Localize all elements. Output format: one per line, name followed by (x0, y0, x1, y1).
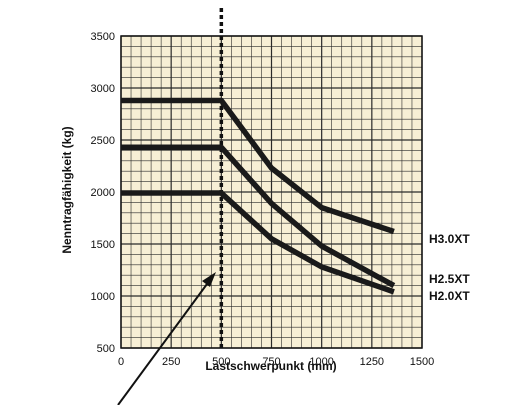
y-tick-label: 3500 (91, 31, 115, 43)
y-tick-label: 1000 (91, 291, 115, 303)
arrow-pointer (117, 283, 208, 405)
y-tick-label: 1500 (91, 239, 115, 251)
x-tick-label: 1000 (309, 356, 333, 368)
series-label-layer: H3.0XT H2.5XT H2.0XT (429, 232, 470, 303)
series-layer (121, 97, 396, 295)
x-axis-title: Lastschwerpunkt (mm) (205, 359, 336, 373)
series-line-h2-0xt (121, 190, 395, 295)
x-tick-label: 500 (212, 356, 230, 368)
series-label: H2.0XT (429, 289, 470, 303)
y-axis-title: Nenntragfähigkeit (kg) (60, 126, 74, 253)
y-tick-label: 3000 (91, 83, 115, 95)
y-tick-label: 2000 (91, 187, 115, 199)
series-label: H3.0XT (429, 232, 470, 246)
x-tick-label: 0 (118, 356, 124, 368)
x-tick-label: 1500 (410, 356, 434, 368)
x-tick-label: 250 (162, 356, 180, 368)
x-tick-label: 1250 (360, 356, 384, 368)
y-tick-label: 2500 (91, 135, 115, 147)
y-tick-label: 500 (97, 343, 115, 355)
series-line-h2-5xt (121, 144, 396, 289)
arrow-head (202, 272, 216, 287)
tick-layer: 0 250 500 750 1000 1250 1500 500 1000 1500 2000 250… (91, 31, 435, 368)
x-tick-label: 750 (262, 356, 280, 368)
series-line-h3-0xt (121, 97, 395, 235)
series-label: H2.5XT (429, 272, 470, 286)
